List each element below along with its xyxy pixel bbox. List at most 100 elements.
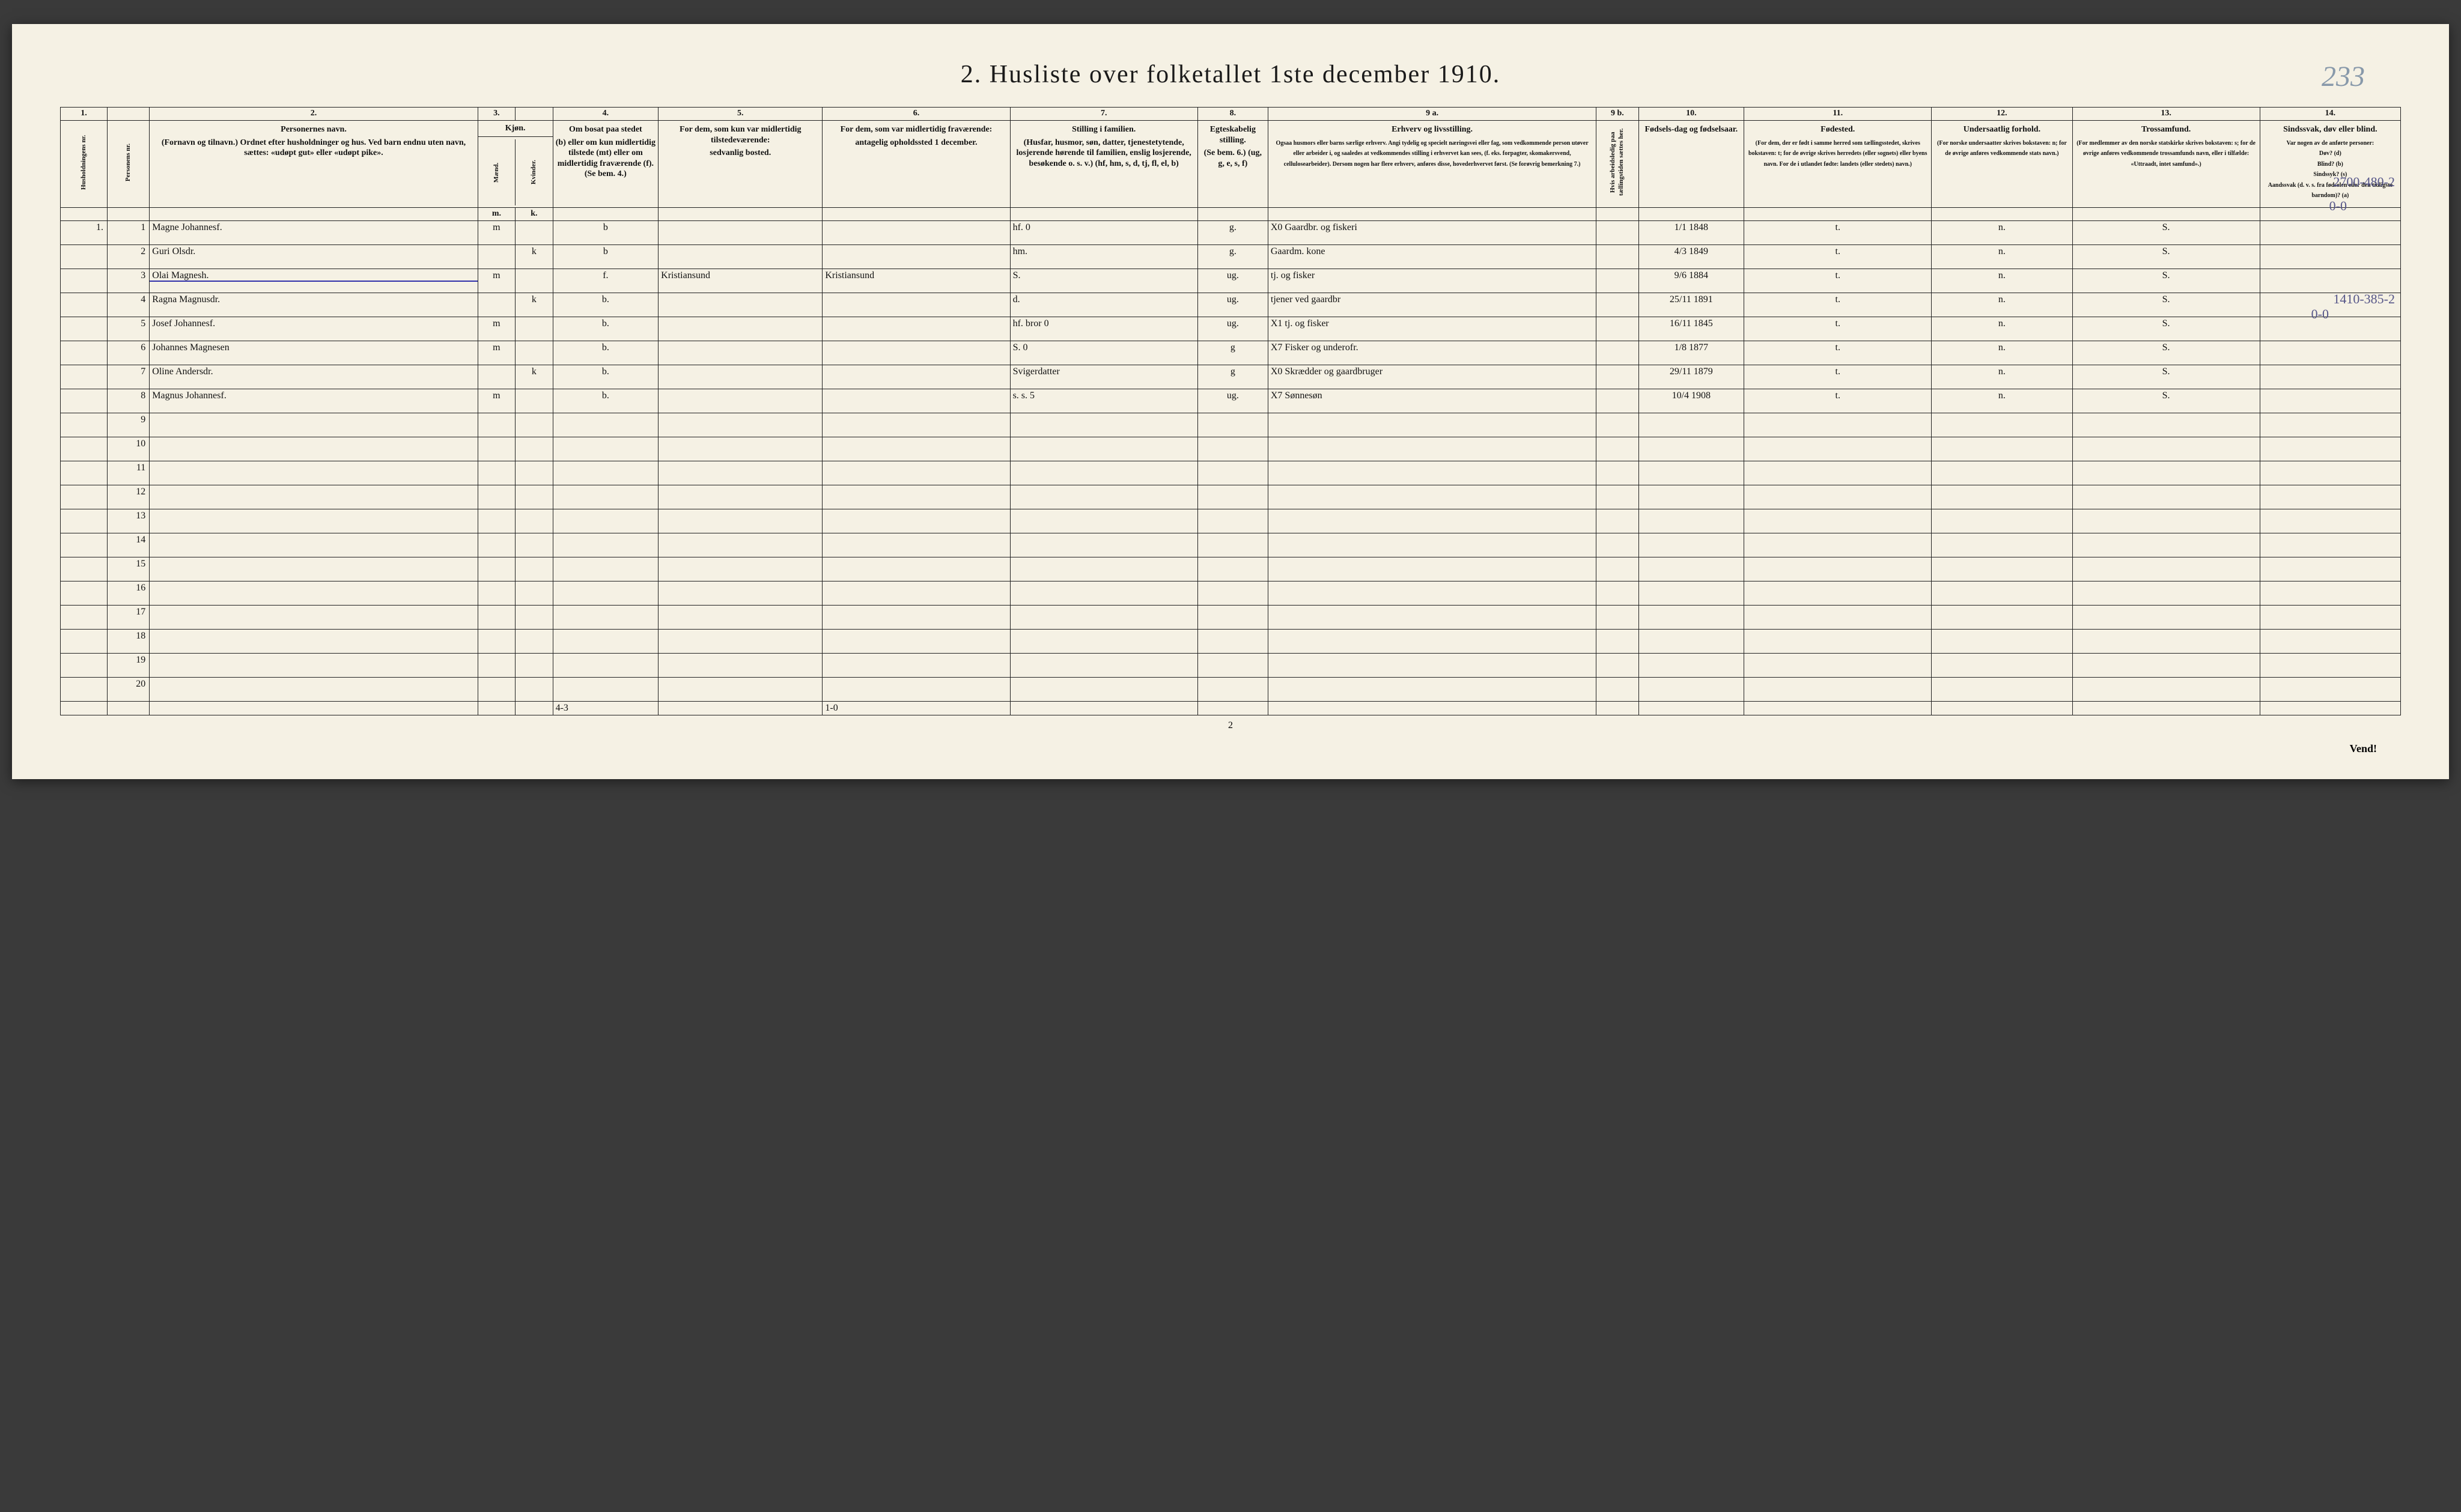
cell-status: b.	[553, 389, 659, 413]
cell-blank	[150, 629, 478, 653]
cell-blank	[553, 509, 659, 533]
cell-m: m	[478, 389, 515, 413]
cell-c6	[659, 341, 823, 365]
column-number: 7.	[1010, 108, 1197, 121]
cell-blank	[659, 437, 823, 461]
cell-blank	[823, 413, 1010, 437]
cell-blank	[2260, 653, 2400, 677]
cell-k	[516, 317, 553, 341]
cell-famstill: s. s. 5	[1010, 389, 1197, 413]
cell-blank	[1638, 461, 1744, 485]
cell-dob: 1/1 1848	[1638, 220, 1744, 244]
cell-k	[516, 269, 553, 293]
cell-blank	[1197, 653, 1268, 677]
cell-fsted: t.	[1744, 341, 1932, 365]
cell-blank	[823, 533, 1010, 557]
cell-blank	[1932, 653, 2072, 677]
table-row-blank: 15	[61, 557, 2401, 581]
cell-blank	[2072, 677, 2260, 701]
cell-famstill: S.	[1010, 269, 1197, 293]
cell-blank	[1638, 509, 1744, 533]
cell-blank: 20	[108, 677, 150, 701]
cell-name: Guri Olsdr.	[150, 244, 478, 269]
cell-blank	[553, 485, 659, 509]
cell-hh	[61, 341, 108, 365]
cell-blank	[1744, 581, 1932, 605]
cell-dob: 16/11 1845	[1638, 317, 1744, 341]
column-number	[516, 108, 553, 121]
cell-tro: S.	[2072, 389, 2260, 413]
cell-name: Johannes Magnesen	[150, 341, 478, 365]
table-header: 1.2.3.4.5.6.7.8.9 a.9 b.10.11.12.13.14. …	[61, 108, 2401, 221]
cell-blank	[1010, 509, 1197, 533]
cell-blank	[516, 437, 553, 461]
cell-blank	[478, 533, 515, 557]
cell-blank	[61, 533, 108, 557]
cell-pn: 5	[108, 317, 150, 341]
cell-blank	[2260, 677, 2400, 701]
cell-blank: 19	[108, 653, 150, 677]
column-number: 13.	[2072, 108, 2260, 121]
cell-blank	[1638, 677, 1744, 701]
cell-blank	[1010, 557, 1197, 581]
cell-blank	[2072, 485, 2260, 509]
cell-blank: 16	[108, 581, 150, 605]
cell-c6	[659, 365, 823, 389]
cell-blank	[553, 629, 659, 653]
column-number: 11.	[1744, 108, 1932, 121]
cell-erhverv: X0 Skrædder og gaardbruger	[1268, 365, 1596, 389]
cell-erhverv: X0 Gaardbr. og fiskeri	[1268, 220, 1596, 244]
cell-blank	[1932, 485, 2072, 509]
cell-hh	[61, 317, 108, 341]
cell-blank	[150, 557, 478, 581]
cell-blank	[1744, 533, 1932, 557]
cell-blank	[2072, 533, 2260, 557]
cell-blank: 10	[108, 437, 150, 461]
cell-c7	[823, 365, 1010, 389]
cell-status: b.	[553, 317, 659, 341]
margin-note: 1410-385-2	[2333, 291, 2395, 307]
cell-blank	[1010, 653, 1197, 677]
cell-blank	[2260, 605, 2400, 629]
cell-blank	[1197, 533, 1268, 557]
cell-m: m	[478, 220, 515, 244]
cell-blank	[2072, 437, 2260, 461]
cell-name: Magnus Johannesf.	[150, 389, 478, 413]
cell-blank	[659, 653, 823, 677]
column-number: 3.	[478, 108, 515, 121]
cell-c6	[659, 293, 823, 317]
cell-blank	[1744, 605, 1932, 629]
sum-col5: 4-3	[553, 701, 659, 715]
hdr-tilstede: For dem, som kun var midlertidig tilsted…	[659, 121, 823, 208]
cell-blank	[150, 677, 478, 701]
cell-fsted: t.	[1744, 365, 1932, 389]
cell-blank	[61, 413, 108, 437]
cell-blank: 13	[108, 509, 150, 533]
cell-egt: g.	[1197, 220, 1268, 244]
cell-sinds	[2260, 365, 2400, 389]
cell-blank	[516, 581, 553, 605]
cell-hh	[61, 389, 108, 413]
cell-blank	[823, 605, 1010, 629]
cell-tro: S.	[2072, 269, 2260, 293]
cell-blank	[1596, 437, 1638, 461]
cell-blank	[61, 605, 108, 629]
cell-blank	[516, 509, 553, 533]
cell-blank	[2072, 557, 2260, 581]
cell-blank	[823, 461, 1010, 485]
cell-blank	[2072, 605, 2260, 629]
cell-blank	[1596, 557, 1638, 581]
cell-under: n.	[1932, 220, 2072, 244]
cell-erhverv: tjener ved gaardbr	[1268, 293, 1596, 317]
cell-blank	[516, 413, 553, 437]
hdr-navn: Personernes navn. (Fornavn og tilnavn.) …	[150, 121, 478, 208]
cell-m: m	[478, 317, 515, 341]
column-number: 5.	[659, 108, 823, 121]
cell-under: n.	[1932, 341, 2072, 365]
column-number-row: 1.2.3.4.5.6.7.8.9 a.9 b.10.11.12.13.14.	[61, 108, 2401, 121]
header-mk-row: m. k.	[61, 207, 2401, 220]
cell-egt: ug.	[1197, 317, 1268, 341]
cell-hh	[61, 244, 108, 269]
cell-blank	[478, 509, 515, 533]
cell-fsted: t.	[1744, 269, 1932, 293]
